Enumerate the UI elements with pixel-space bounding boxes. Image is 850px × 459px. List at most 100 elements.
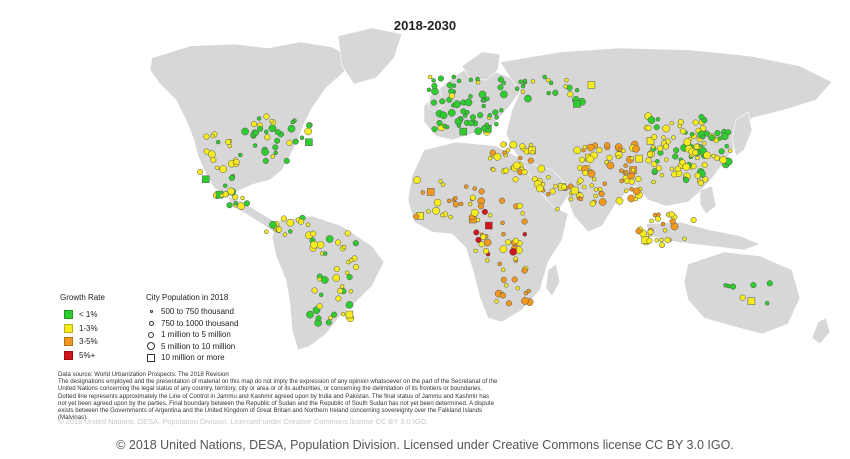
city-marker bbox=[659, 172, 665, 178]
city-marker bbox=[352, 240, 359, 247]
city-marker bbox=[219, 165, 228, 173]
city-marker bbox=[677, 123, 682, 129]
city-marker bbox=[521, 297, 529, 305]
city-marker bbox=[500, 292, 507, 299]
city-marker bbox=[335, 239, 342, 246]
city-marker bbox=[431, 126, 438, 133]
city-marker bbox=[602, 181, 607, 186]
city-marker bbox=[468, 77, 474, 83]
megacity-marker bbox=[646, 137, 655, 145]
city-marker bbox=[210, 156, 217, 163]
city-marker bbox=[647, 228, 654, 236]
city-marker bbox=[306, 310, 314, 319]
city-marker bbox=[264, 229, 269, 235]
city-marker bbox=[331, 311, 338, 318]
city-marker bbox=[515, 285, 521, 291]
city-marker bbox=[489, 149, 496, 156]
city-marker bbox=[252, 143, 258, 148]
city-marker bbox=[606, 154, 613, 161]
city-marker bbox=[623, 169, 629, 175]
city-marker bbox=[651, 133, 658, 141]
city-marker bbox=[692, 119, 699, 126]
city-marker bbox=[341, 244, 347, 250]
megacity-marker bbox=[345, 310, 354, 319]
legend-label: 10 million or more bbox=[161, 353, 225, 363]
city-marker bbox=[632, 187, 641, 196]
city-marker bbox=[657, 145, 664, 152]
growth-legend-title: Growth Rate bbox=[60, 293, 105, 302]
city-marker bbox=[439, 111, 448, 120]
growth-rate-legend: Growth Rate < 1% 1-3% 3-5% 5%+ bbox=[60, 293, 105, 362]
city-marker bbox=[332, 274, 341, 282]
legend-item-very-high: 5%+ bbox=[60, 349, 105, 363]
city-marker bbox=[564, 77, 569, 83]
city-marker bbox=[268, 124, 277, 133]
city-marker bbox=[475, 76, 480, 82]
city-marker bbox=[695, 155, 700, 161]
city-marker bbox=[682, 236, 687, 242]
city-marker bbox=[474, 127, 483, 136]
australia bbox=[683, 251, 801, 335]
city-marker bbox=[440, 182, 446, 187]
city-marker bbox=[683, 176, 690, 184]
megacity-marker bbox=[485, 221, 493, 230]
city-marker bbox=[447, 108, 456, 117]
city-marker bbox=[340, 311, 346, 317]
city-marker bbox=[197, 169, 204, 176]
city-marker bbox=[654, 238, 659, 243]
city-marker bbox=[500, 276, 507, 283]
city-marker bbox=[512, 237, 519, 244]
city-marker bbox=[632, 144, 640, 153]
legend-item-5-10m: 5 million to 10 million bbox=[146, 341, 238, 353]
city-marker bbox=[766, 280, 773, 287]
city-marker bbox=[282, 232, 288, 237]
city-marker bbox=[520, 89, 526, 94]
city-marker bbox=[517, 155, 523, 161]
city-marker bbox=[729, 283, 737, 290]
city-marker bbox=[483, 238, 492, 247]
city-marker bbox=[210, 133, 216, 139]
city-marker bbox=[702, 141, 707, 146]
city-marker bbox=[451, 83, 457, 88]
africa bbox=[407, 141, 569, 323]
city-marker bbox=[276, 226, 283, 233]
city-marker bbox=[222, 191, 229, 198]
city-marker bbox=[606, 161, 615, 170]
circle-m-icon bbox=[147, 331, 155, 338]
data-source: Data source: World Urbanization Prospect… bbox=[58, 371, 229, 378]
city-marker bbox=[203, 133, 210, 140]
city-marker bbox=[316, 240, 325, 249]
city-marker bbox=[472, 186, 477, 191]
legend-item-1-5m: 1 million to 5 million bbox=[146, 329, 238, 341]
city-marker bbox=[477, 203, 484, 210]
city-marker bbox=[520, 211, 525, 216]
city-marker bbox=[433, 198, 442, 207]
city-marker bbox=[623, 163, 628, 168]
city-marker bbox=[437, 75, 444, 82]
city-marker bbox=[655, 117, 661, 122]
city-marker bbox=[311, 287, 318, 294]
city-marker bbox=[649, 218, 654, 224]
city-marker bbox=[582, 144, 588, 150]
city-marker bbox=[535, 184, 544, 193]
city-marker bbox=[487, 113, 493, 118]
city-marker bbox=[451, 74, 457, 80]
city-marker bbox=[589, 200, 596, 207]
city-marker bbox=[287, 124, 296, 133]
city-marker bbox=[346, 274, 353, 281]
city-marker bbox=[310, 240, 318, 249]
map-notes: Data source: World Urbanization Prospect… bbox=[58, 371, 498, 421]
city-marker bbox=[711, 153, 716, 159]
city-marker bbox=[478, 90, 487, 99]
city-marker bbox=[560, 183, 567, 191]
city-marker bbox=[682, 163, 691, 171]
city-marker bbox=[578, 196, 584, 202]
madagascar bbox=[545, 263, 561, 297]
city-marker bbox=[552, 89, 559, 96]
city-marker bbox=[240, 195, 245, 201]
city-marker bbox=[339, 284, 345, 289]
city-marker bbox=[651, 161, 658, 168]
city-marker bbox=[456, 78, 462, 84]
city-marker bbox=[656, 165, 663, 172]
city-marker bbox=[587, 169, 596, 178]
